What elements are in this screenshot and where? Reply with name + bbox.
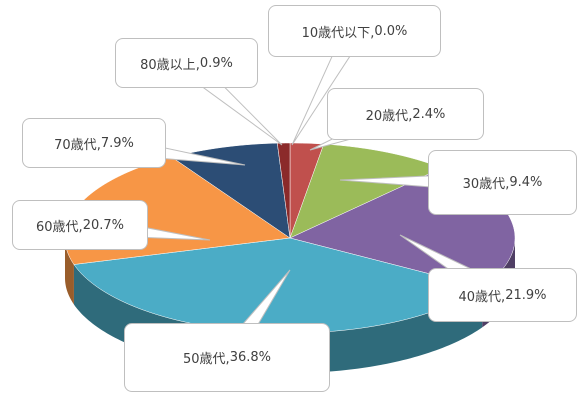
slice	[276, 142, 291, 239]
data-label: 50歳代36.8%	[124, 323, 330, 392]
slice-side	[65, 238, 74, 305]
category-label: 10歳代以下	[302, 22, 375, 41]
value-label: 21.9%	[505, 287, 547, 303]
value-label: 9.4%	[509, 175, 543, 190]
data-label: 70歳代7.9%	[22, 118, 166, 168]
value-label: 36.8%	[229, 350, 271, 365]
category-label: 50歳代	[183, 348, 230, 367]
data-label: 80歳以上0.9%	[115, 38, 258, 88]
category-label: 20歳代	[366, 105, 413, 124]
data-label: 30歳代9.4%	[428, 150, 577, 215]
category-label: 30歳代	[463, 173, 510, 192]
value-label: 2.4%	[412, 106, 446, 122]
category-label: 60歳代	[36, 216, 83, 235]
value-label: 0.9%	[199, 55, 233, 71]
value-label: 7.9%	[100, 135, 134, 151]
value-label: 20.7%	[82, 217, 124, 233]
data-label: 60歳代20.7%	[12, 200, 148, 250]
category-label: 40歳代	[459, 286, 506, 305]
value-label: 0.0%	[374, 23, 408, 39]
data-label: 20歳代2.4%	[327, 88, 484, 140]
category-label: 70歳代	[54, 134, 101, 153]
category-label: 80歳以上	[140, 54, 200, 73]
slice	[289, 143, 443, 239]
data-label: 10歳代以下0.0%	[268, 5, 441, 57]
data-label: 40歳代21.9%	[428, 268, 577, 322]
